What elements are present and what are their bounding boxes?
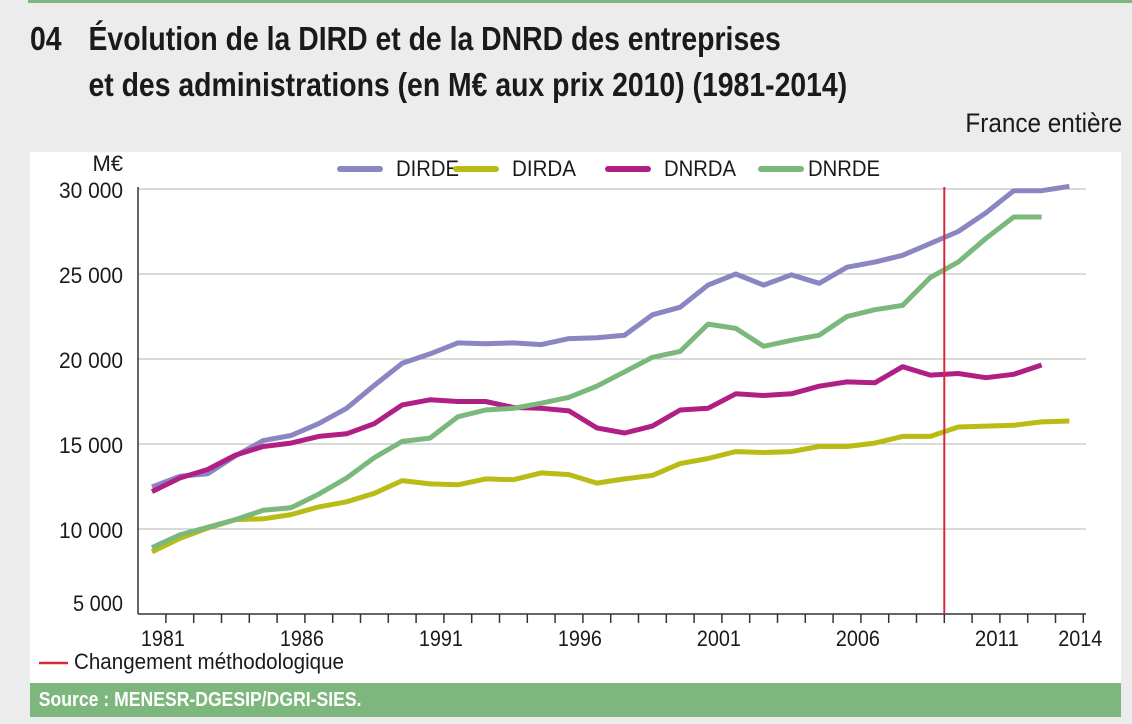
y-tick-label: 5 000 — [73, 591, 123, 616]
y-tick-label: 30 000 — [59, 178, 123, 203]
legend-label-dnrde: DNRDE — [808, 156, 880, 181]
legend-label-dnrda: DNRDA — [664, 156, 736, 181]
figure-number: 04 — [30, 20, 62, 57]
x-tick-label: 2011 — [975, 626, 1019, 651]
line-chart: Changement méthodologique DIRDE DIRDA DNRD… — [39, 152, 1102, 674]
geographic-scope: France entière — [965, 108, 1122, 138]
y-tick-label: 20 000 — [59, 348, 123, 373]
x-tick-label: 2006 — [836, 626, 880, 651]
top-rule — [28, 0, 1132, 3]
axes — [137, 187, 1086, 623]
series-line-dirde — [151, 183, 1070, 490]
x-tick-label: 1991 — [419, 626, 463, 651]
chart-panel: Changement méthodologique DIRDE DIRDA DNRD… — [30, 152, 1121, 683]
series-lines — [150, 183, 1070, 555]
y-tick-label: 25 000 — [59, 263, 123, 288]
legend-label-dirda: DIRDA — [512, 156, 576, 181]
source-text: Source : MENESR-DGESIP/DGRI-SIES. — [38, 689, 362, 711]
methodology-legend-label: Changement méthodologique — [74, 649, 344, 674]
series-line-dnrda — [150, 362, 1043, 494]
y-tick-label: 10 000 — [59, 518, 123, 543]
title-line-2: et des administrations (en M€ aux prix 2… — [88, 66, 848, 103]
legend-label-dirde: DIRDE — [396, 156, 459, 181]
source-footer: Source : MENESR-DGESIP/DGRI-SIES. — [30, 683, 1121, 717]
x-tick-label: 2001 — [697, 626, 741, 651]
figure-title: 04 Évolution de la DIRD et de la DNRD des… — [30, 16, 847, 108]
x-tick-label: 1986 — [280, 626, 324, 651]
y-tick-label: 15 000 — [59, 433, 123, 458]
title-line-1: Évolution de la DIRD et de la DNRD des e… — [88, 20, 781, 57]
x-tick-label: 1996 — [558, 626, 602, 651]
legend: DIRDE DIRDA DNRDA DNRDE — [337, 156, 880, 181]
y-axis-unit: M€ — [92, 152, 123, 176]
x-tick-label: 1981 — [141, 626, 185, 651]
series-line-dirda — [150, 418, 1070, 555]
x-tick-label: 2014 — [1058, 626, 1102, 651]
series-line-dnrde — [150, 214, 1042, 550]
annotations: Changement méthodologique — [39, 187, 946, 674]
